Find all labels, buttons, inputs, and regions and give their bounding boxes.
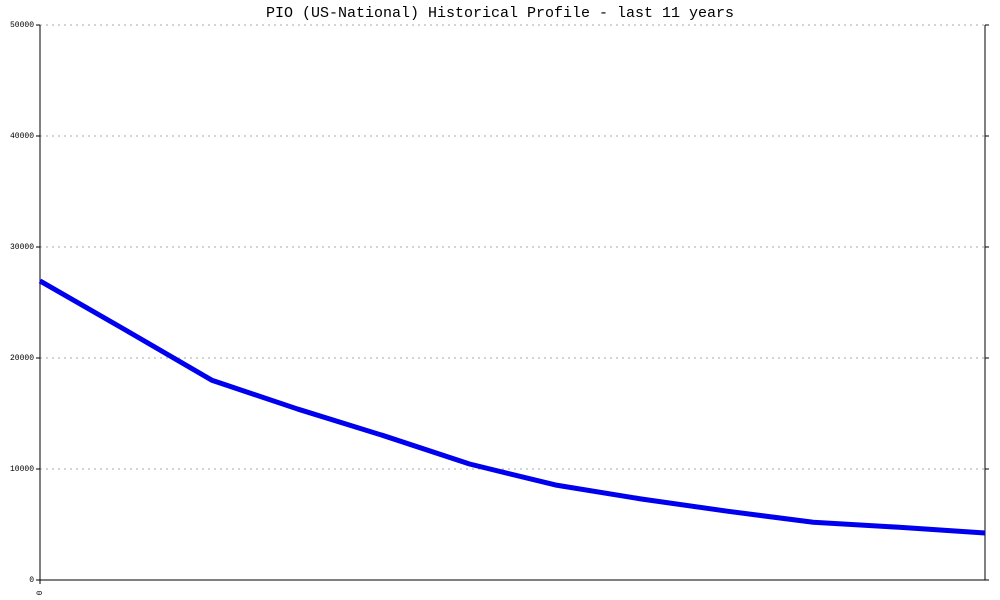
y-tick-label: 50000 [10, 21, 34, 30]
line-series [38, 278, 986, 536]
x-tick-label: 0 [36, 590, 45, 595]
y-tick-label: 20000 [10, 354, 34, 363]
y-tick-label: 10000 [10, 465, 34, 474]
y-tick-label: 30000 [10, 243, 34, 252]
y-tick-label: 0 [29, 576, 34, 585]
y-tick-label: 40000 [10, 132, 34, 141]
chart-title: PIO (US-National) Historical Profile - l… [266, 5, 734, 22]
